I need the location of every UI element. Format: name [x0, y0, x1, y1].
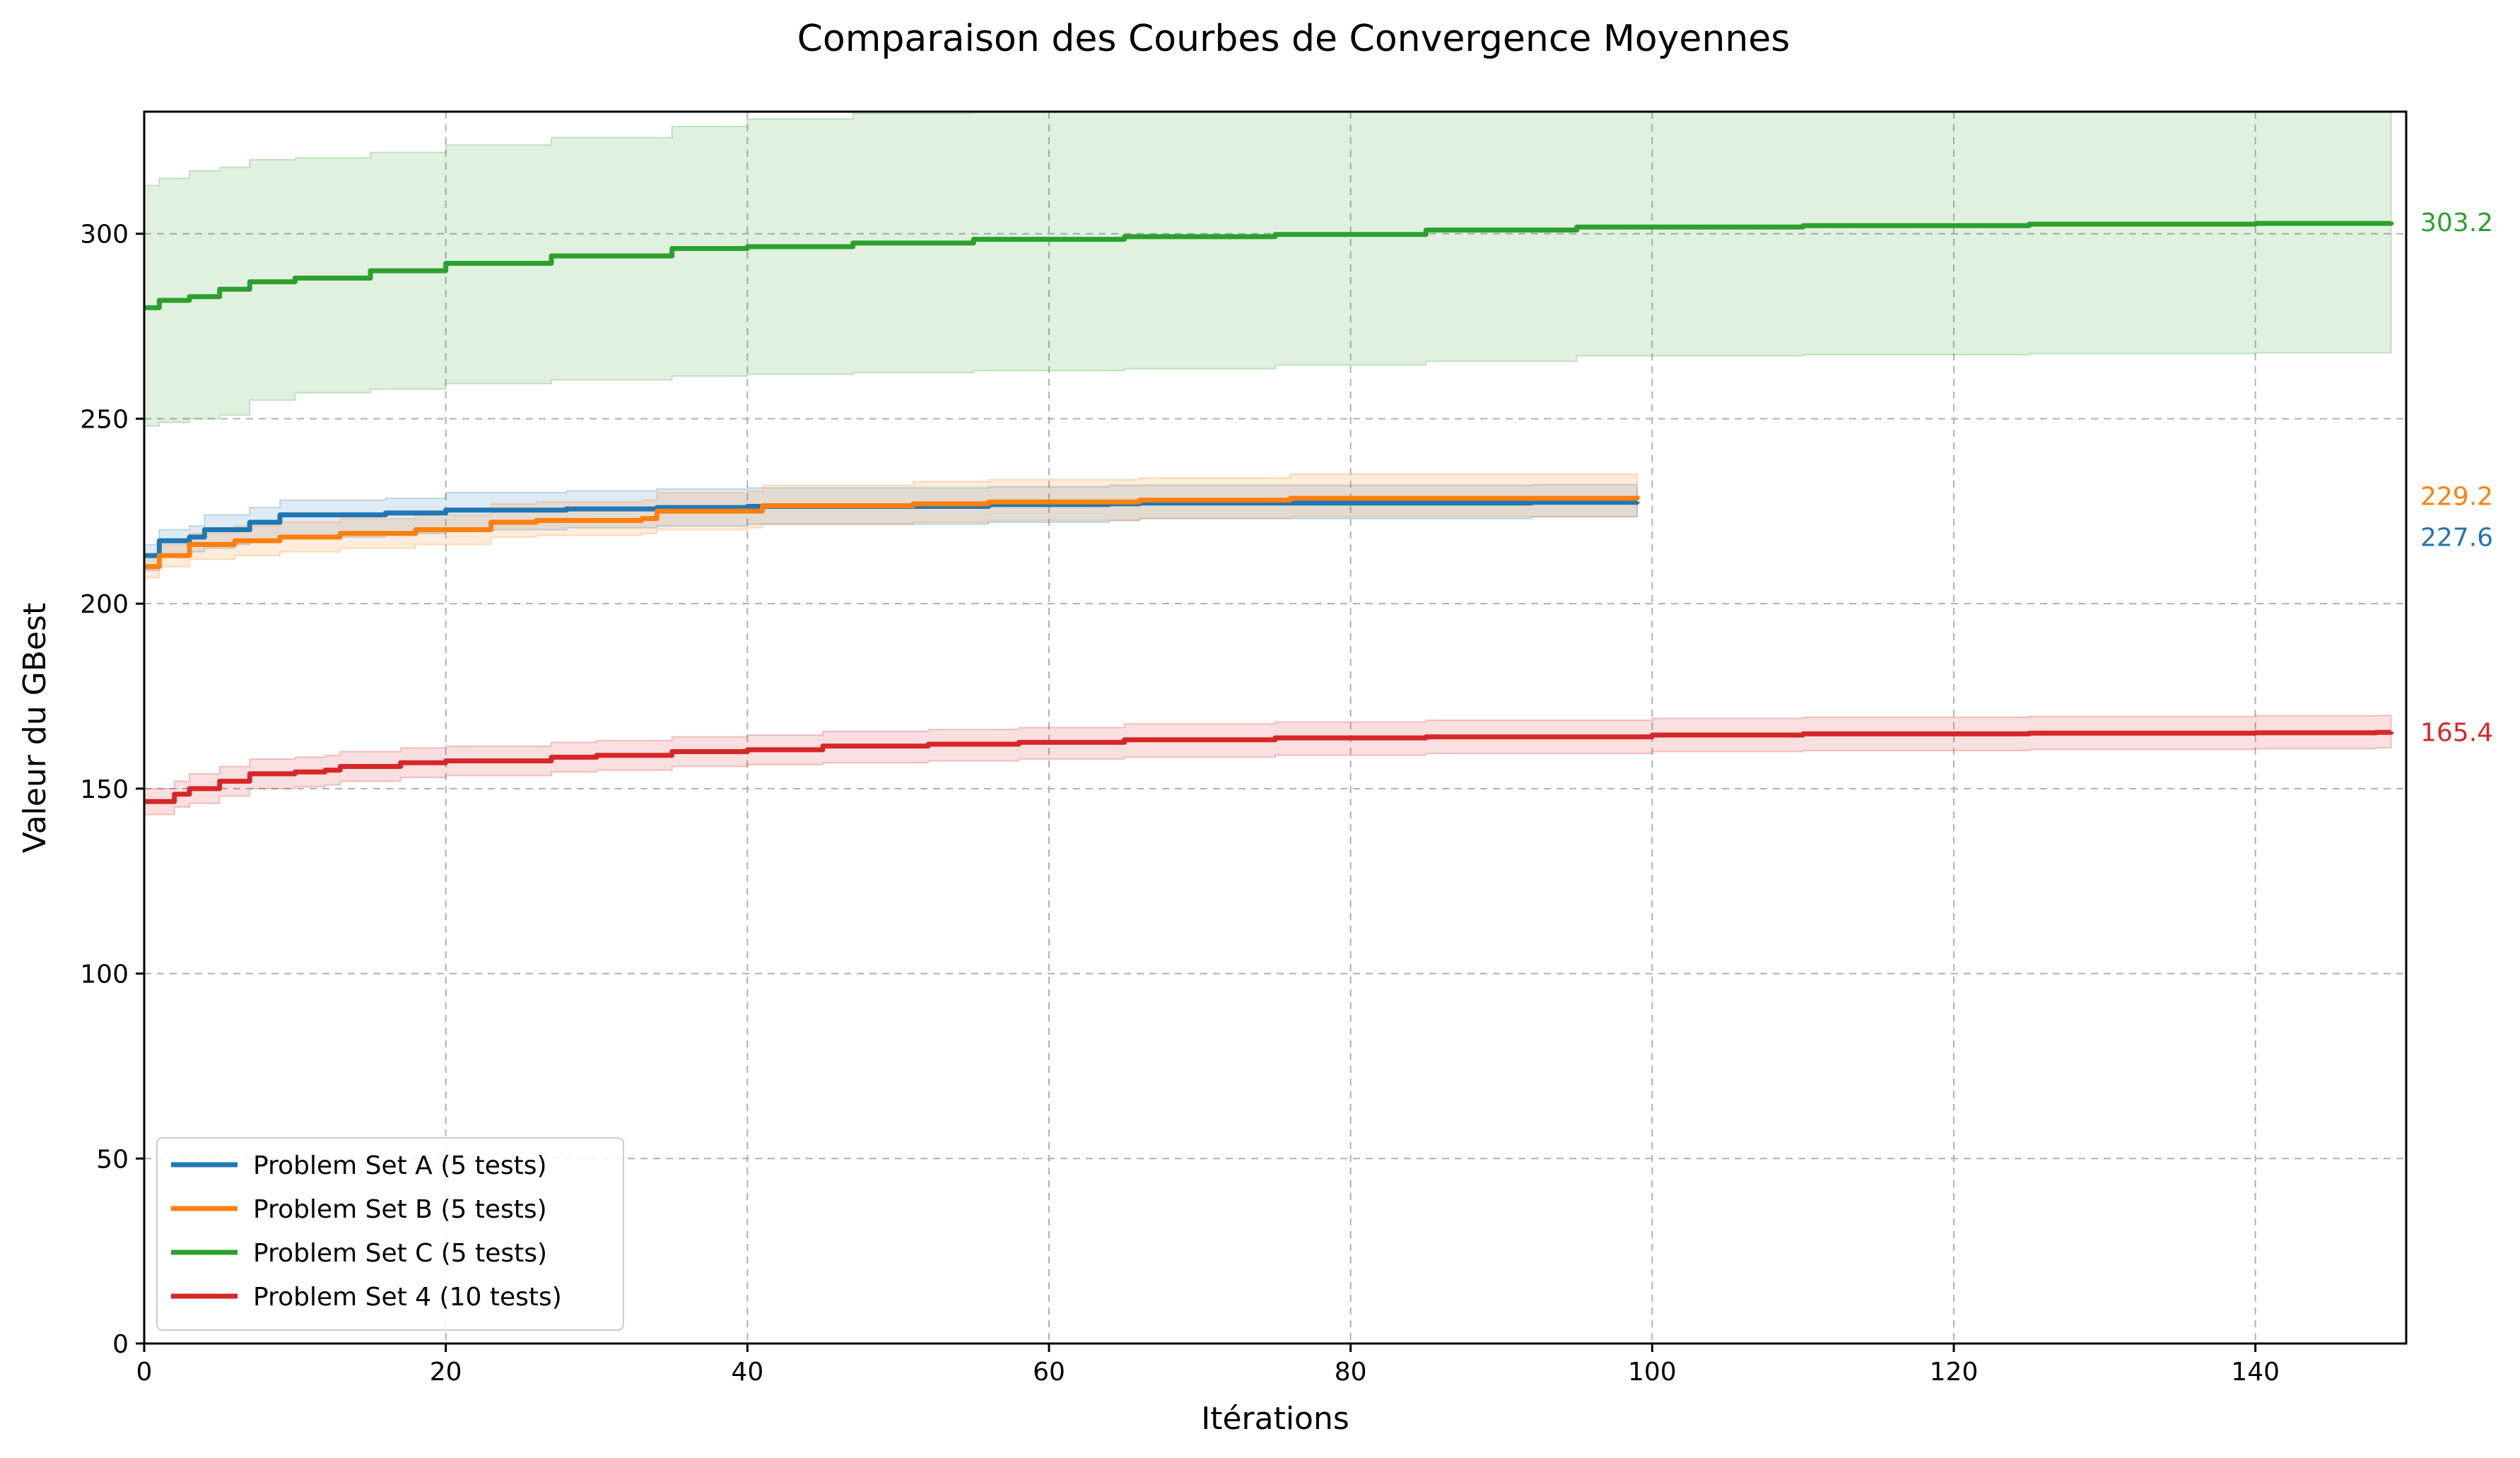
band-problem-set-4-10-tests	[143, 715, 2392, 816]
x-tick-label: 40	[731, 1358, 763, 1387]
y-tick-label: 300	[80, 221, 129, 249]
y-tick-label: 100	[80, 960, 129, 989]
plot-frame	[143, 110, 2408, 1345]
y-axis-ticks: 0 50 100 150 200 250 300	[80, 221, 144, 1359]
x-tick-label: 0	[136, 1358, 153, 1387]
legend: Problem Set A (5 tests) Problem Set B (5 …	[156, 1137, 624, 1331]
y-tick-label: 50	[96, 1145, 129, 1174]
x-tick-label: 20	[430, 1358, 462, 1387]
band-problem-set-c-5-tests	[143, 111, 2392, 427]
x-axis-label: Itérations	[1201, 1401, 1349, 1437]
x-axis-ticks: 0 20 40 60 80 100 120 140	[136, 1344, 2280, 1387]
line-problem-set-4-10-tests	[144, 729, 2394, 804]
series-lines	[144, 221, 2394, 804]
end-label-problem-set-c-5-tests: 303.2	[2420, 208, 2493, 237]
y-axis-label: Valeur du GBest	[17, 603, 53, 853]
end-label-problem-set-4-10-tests: 165.4	[2420, 718, 2493, 747]
x-tick-label: 80	[1335, 1358, 1367, 1387]
y-tick-label: 200	[80, 590, 129, 619]
x-tick-label: 140	[2231, 1358, 2280, 1387]
x-tick-label: 60	[1033, 1358, 1065, 1387]
y-tick-label: 0	[112, 1330, 129, 1359]
chart-title: Comparaison des Courbes de Convergence M…	[797, 18, 1791, 60]
end-value-labels: 227.6 229.2 303.2 165.4	[2420, 208, 2493, 747]
x-tick-label: 100	[1628, 1358, 1677, 1387]
y-tick-label: 250	[80, 405, 129, 434]
legend-label-problem-set-4-10-tests: Problem Set 4 (10 tests)	[253, 1283, 562, 1312]
end-label-problem-set-a-5-tests: 227.6	[2420, 523, 2493, 552]
y-tick-label: 150	[80, 775, 129, 804]
legend-label-problem-set-c-5-tests: Problem Set C (5 tests)	[253, 1239, 547, 1268]
end-label-problem-set-b-5-tests: 229.2	[2420, 482, 2493, 511]
line-problem-set-b-5-tests	[144, 495, 1640, 570]
x-tick-label: 120	[1930, 1358, 1979, 1387]
legend-label-problem-set-a-5-tests: Problem Set A (5 tests)	[253, 1151, 547, 1180]
line-problem-set-c-5-tests	[144, 221, 2394, 310]
legend-box	[156, 1137, 624, 1331]
legend-label-problem-set-b-5-tests: Problem Set B (5 tests)	[253, 1195, 547, 1224]
